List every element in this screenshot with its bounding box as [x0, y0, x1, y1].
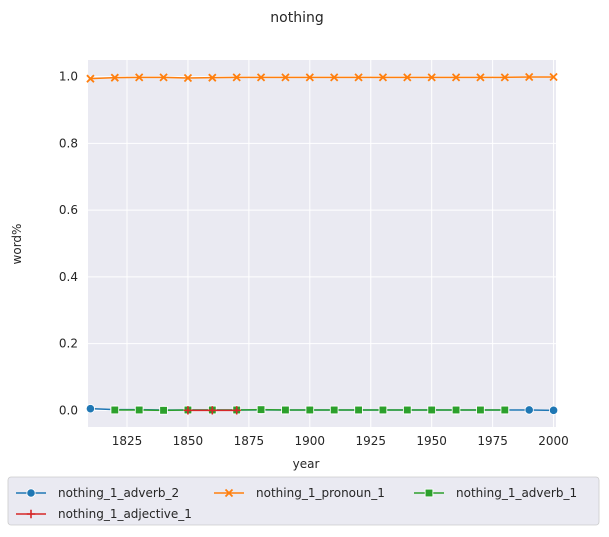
data-point	[378, 73, 388, 82]
data-point	[500, 405, 510, 415]
legend-item: nothing_1_adverb_1	[414, 486, 577, 500]
data-point	[476, 405, 485, 415]
data-point	[500, 73, 509, 82]
data-point	[427, 405, 436, 415]
y-tick-label: 0.4	[59, 270, 78, 284]
data-point	[403, 73, 412, 82]
data-point	[159, 406, 168, 415]
series-layer	[85, 72, 559, 415]
y-tick-label: 1.0	[59, 70, 78, 84]
y-tick-label: 0.6	[59, 203, 78, 217]
data-point	[159, 73, 168, 82]
y-axis-ticks: 0.0 0.2 0.4 0.6 0.8 1.0	[59, 70, 78, 418]
data-point	[256, 73, 266, 82]
data-point	[85, 404, 96, 414]
legend-item: nothing_1_adjective_1	[16, 507, 192, 521]
data-point	[305, 405, 315, 415]
data-point	[549, 72, 558, 82]
x-tick-label: 1875	[234, 434, 265, 448]
series-line	[90, 76, 554, 80]
y-tick-label: 0.2	[59, 337, 78, 351]
data-point	[135, 73, 144, 82]
data-point	[427, 73, 436, 82]
legend-item: nothing_1_pronoun_1	[214, 486, 385, 500]
data-point	[305, 73, 314, 82]
x-tick-label: 1850	[173, 434, 204, 448]
series-nothing_1_pronoun_1	[86, 72, 558, 83]
x-tick-label: 2000	[538, 434, 569, 448]
data-point	[281, 405, 290, 415]
legend-label: nothing_1_adjective_1	[58, 507, 192, 521]
data-point	[451, 405, 461, 415]
plot-area	[88, 60, 556, 427]
data-point	[329, 405, 339, 415]
data-point	[330, 73, 339, 82]
x-tick-label: 1900	[295, 434, 326, 448]
data-point	[354, 405, 363, 415]
data-point	[403, 405, 412, 415]
x-axis-ticks: 1825 1850 1875 1900 1925 1950 1975 2000	[112, 434, 569, 448]
data-point	[183, 406, 193, 415]
data-point	[232, 406, 241, 415]
data-point	[86, 74, 95, 83]
data-point	[524, 405, 534, 415]
x-tick-label: 1825	[112, 434, 143, 448]
data-point	[548, 405, 559, 415]
legend-label: nothing_1_pronoun_1	[256, 486, 385, 500]
data-point	[208, 406, 217, 415]
legend-label: nothing_1_adverb_1	[456, 486, 577, 500]
data-point	[110, 73, 119, 82]
legend-label: nothing_1_adverb_2	[58, 486, 179, 500]
data-point	[110, 405, 120, 415]
y-tick-label: 0.0	[59, 403, 78, 417]
data-point	[378, 405, 388, 415]
x-axis-label: year	[293, 457, 320, 471]
data-point	[476, 73, 485, 82]
legend-box	[7, 476, 600, 526]
data-point	[256, 405, 266, 414]
data-point	[354, 73, 363, 82]
data-point	[134, 405, 144, 415]
x-tick-label: 1925	[355, 434, 386, 448]
legend-item: nothing_1_adverb_2	[16, 486, 179, 500]
legend: nothing_1_adverb_2 nothing_1_pronoun_1 not…	[7, 476, 600, 526]
data-point	[232, 73, 241, 82]
data-point	[208, 73, 217, 82]
data-point	[451, 73, 461, 82]
data-point	[281, 73, 290, 82]
x-tick-label: 1950	[416, 434, 447, 448]
x-tick-label: 1975	[477, 434, 508, 448]
chart-title: nothing	[270, 10, 323, 26]
y-axis-label: word%	[10, 224, 24, 265]
y-tick-label: 0.8	[59, 136, 78, 150]
data-point	[525, 72, 534, 82]
series-nothing_1_adjective_1	[183, 406, 241, 415]
data-point	[183, 73, 193, 83]
